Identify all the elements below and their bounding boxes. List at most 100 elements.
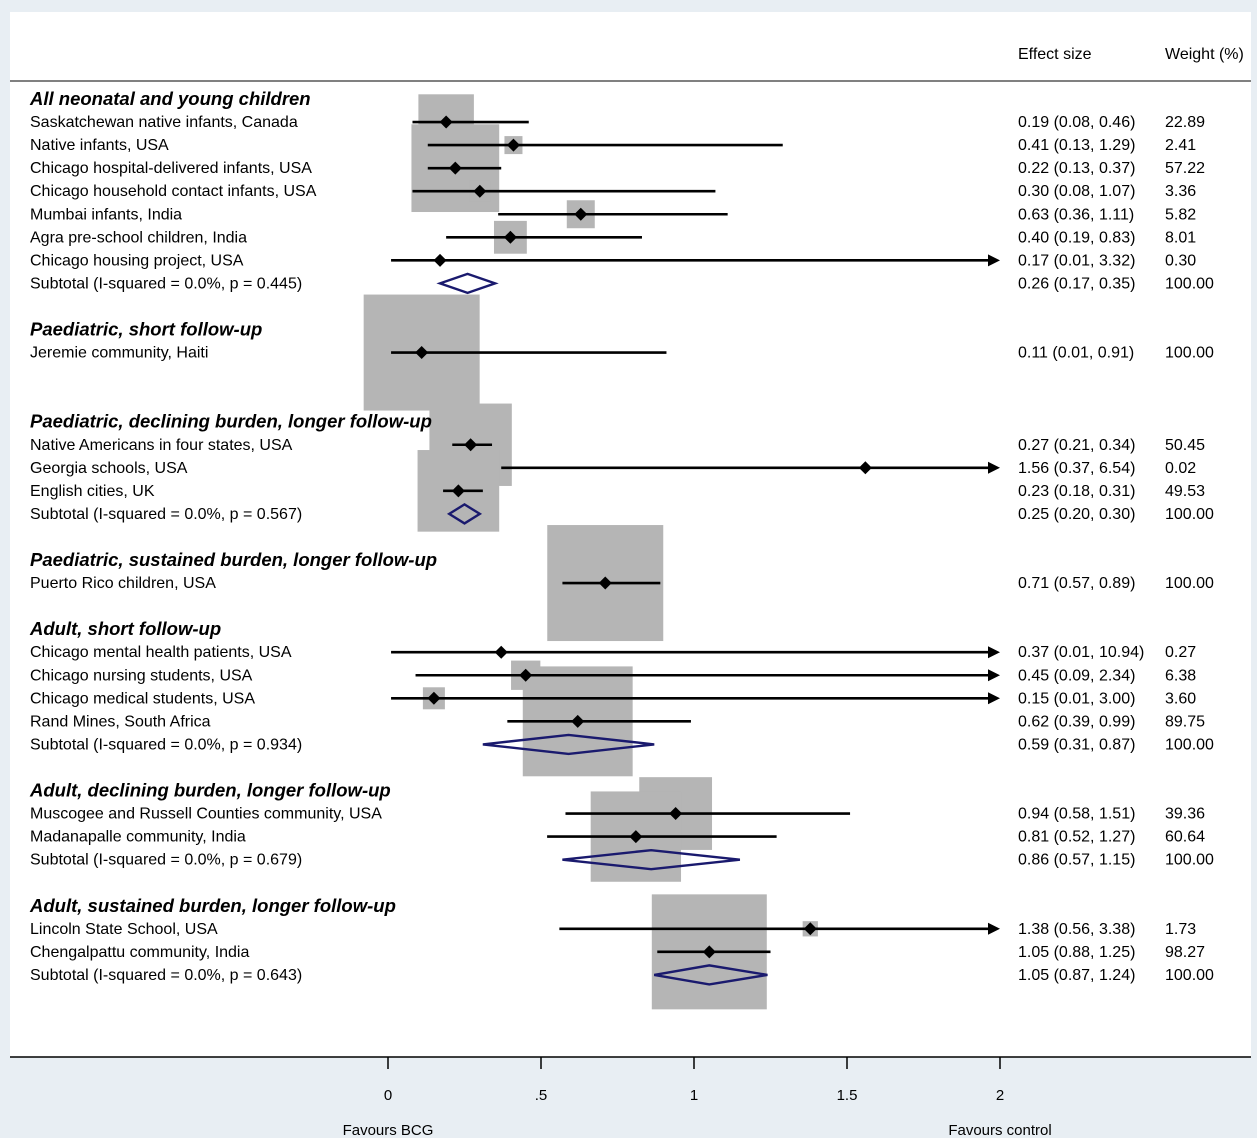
weight-value: 98.27 (1165, 944, 1205, 961)
weight-value: 100.00 (1165, 967, 1214, 984)
effect-size-value: 0.19 (0.08, 0.46) (1018, 114, 1135, 131)
study-label: Madanapalle community, India (30, 829, 246, 846)
point-estimate (473, 184, 487, 198)
study-label: Native Americans in four states, USA (30, 437, 293, 454)
effect-size-value: 1.05 (0.87, 1.24) (1018, 967, 1135, 984)
study-label: Rand Mines, South Africa (30, 713, 211, 730)
effect-size-value: 0.17 (0.01, 3.32) (1018, 252, 1135, 269)
subtotal-diamond (482, 733, 655, 756)
point-estimate (858, 461, 872, 475)
ci-arrow (988, 254, 1000, 267)
weight-header: Weight (%) (1165, 46, 1244, 63)
point-estimate (503, 230, 517, 244)
study-label: Georgia schools, USA (30, 460, 188, 477)
favours-bcg-label: Favours BCG (343, 1122, 434, 1138)
weight-value: 50.45 (1165, 437, 1205, 454)
subtotal-diamond (436, 272, 499, 295)
point-estimate (433, 253, 447, 267)
weight-value: 60.64 (1165, 829, 1205, 846)
weight-value: 100.00 (1165, 736, 1214, 753)
effect-size-value: 1.56 (0.37, 6.54) (1018, 460, 1135, 477)
effect-size-header: Effect size (1018, 46, 1092, 63)
weight-value: 3.36 (1165, 183, 1196, 200)
weight-value: 100.00 (1165, 275, 1214, 292)
study-marks (391, 115, 1000, 986)
effect-size-value: 0.45 (0.09, 2.34) (1018, 667, 1135, 684)
row-labels: All neonatal and young children Saskatche… (29, 88, 1214, 984)
effect-size-value: 0.22 (0.13, 0.37) (1018, 160, 1135, 177)
effect-size-value: 0.40 (0.19, 0.83) (1018, 229, 1135, 246)
study-label: Chicago household contact infants, USA (30, 183, 317, 200)
weight-boxes (363, 94, 867, 1010)
weight-value: 49.53 (1165, 483, 1205, 500)
study-label: Native infants, USA (30, 137, 169, 154)
point-estimate (448, 161, 462, 175)
effect-size-value: 0.41 (0.13, 1.29) (1018, 137, 1135, 154)
point-estimate (427, 691, 441, 705)
weight-value: 100.00 (1165, 345, 1214, 362)
effect-size-value: 0.25 (0.20, 0.30) (1018, 506, 1135, 523)
weight-value: 5.82 (1165, 206, 1196, 223)
effect-size-value: 0.27 (0.21, 0.34) (1018, 437, 1135, 454)
effect-size-value: 0.26 (0.17, 0.35) (1018, 275, 1135, 292)
subtotal-label: Subtotal (I-squared = 0.0%, p = 0.679) (30, 852, 302, 869)
ci-arrow (988, 922, 1000, 935)
effect-size-value: 0.63 (0.36, 1.11) (1018, 206, 1134, 223)
weight-value: 0.02 (1165, 460, 1196, 477)
ci-arrow (988, 669, 1000, 682)
x-tick-label: 1 (690, 1087, 698, 1104)
weight-value: 100.00 (1165, 575, 1214, 592)
effect-size-value: 0.86 (0.57, 1.15) (1018, 852, 1135, 869)
study-label: Chicago mental health patients, USA (30, 644, 292, 661)
study-label: Chicago hospital-delivered infants, USA (30, 160, 312, 177)
x-axis: 0 .5 1 1.5 2 (384, 1057, 1004, 1104)
x-tick-label: 2 (996, 1087, 1004, 1104)
ci-arrow (988, 461, 1000, 474)
point-estimate (451, 484, 465, 498)
study-label: Agra pre-school children, India (30, 229, 247, 246)
point-estimate (494, 645, 508, 659)
point-estimate (571, 714, 585, 728)
study-label: Chicago housing project, USA (30, 252, 244, 269)
weight-value: 6.38 (1165, 667, 1196, 684)
weight-value: 8.01 (1165, 229, 1196, 246)
group-heading: Paediatric, declining burden, longer fol… (30, 411, 432, 432)
point-estimate (519, 668, 533, 682)
point-estimate (415, 346, 429, 360)
point-estimate (629, 830, 643, 844)
effect-size-value: 0.15 (0.01, 3.00) (1018, 690, 1135, 707)
group-heading: Paediatric, sustained burden, longer fol… (30, 549, 437, 570)
subtotal-label: Subtotal (I-squared = 0.0%, p = 0.567) (30, 506, 302, 523)
point-estimate (439, 115, 453, 129)
study-label: English cities, UK (30, 483, 155, 500)
favours-control-label: Favours control (948, 1122, 1051, 1138)
study-label: Muscogee and Russell Counties community,… (30, 806, 382, 823)
group-heading: Adult, declining burden, longer follow-u… (29, 780, 391, 801)
study-label: Jeremie community, Haiti (30, 345, 208, 362)
effect-size-value: 0.30 (0.08, 1.07) (1018, 183, 1135, 200)
weight-value: 2.41 (1165, 137, 1196, 154)
point-estimate (803, 922, 817, 936)
subtotal-label: Subtotal (I-squared = 0.0%, p = 0.934) (30, 736, 302, 753)
group-heading: All neonatal and young children (29, 88, 311, 109)
effect-size-value: 0.81 (0.52, 1.27) (1018, 829, 1135, 846)
subtotal-diamond (446, 502, 483, 525)
point-estimate (506, 138, 520, 152)
ci-arrow (988, 646, 1000, 659)
weight-value: 0.30 (1165, 252, 1196, 269)
study-label: Saskatchewan native infants, Canada (30, 114, 298, 131)
x-tick-label: 0 (384, 1087, 392, 1104)
weight-value: 100.00 (1165, 506, 1214, 523)
study-label: Chicago nursing students, USA (30, 667, 253, 684)
effect-size-value: 1.05 (0.88, 1.25) (1018, 944, 1135, 961)
weight-value: 39.36 (1165, 806, 1205, 823)
effect-size-value: 0.37 (0.01, 10.94) (1018, 644, 1144, 661)
effect-size-value: 0.23 (0.18, 0.31) (1018, 483, 1135, 500)
ci-arrow (988, 692, 1000, 705)
group-heading: Adult, short follow-up (29, 618, 221, 639)
group-heading: Paediatric, short follow-up (30, 319, 262, 340)
study-label: Chengalpattu community, India (30, 944, 249, 961)
weight-value: 100.00 (1165, 852, 1214, 869)
subtotal-diamond (654, 964, 768, 986)
